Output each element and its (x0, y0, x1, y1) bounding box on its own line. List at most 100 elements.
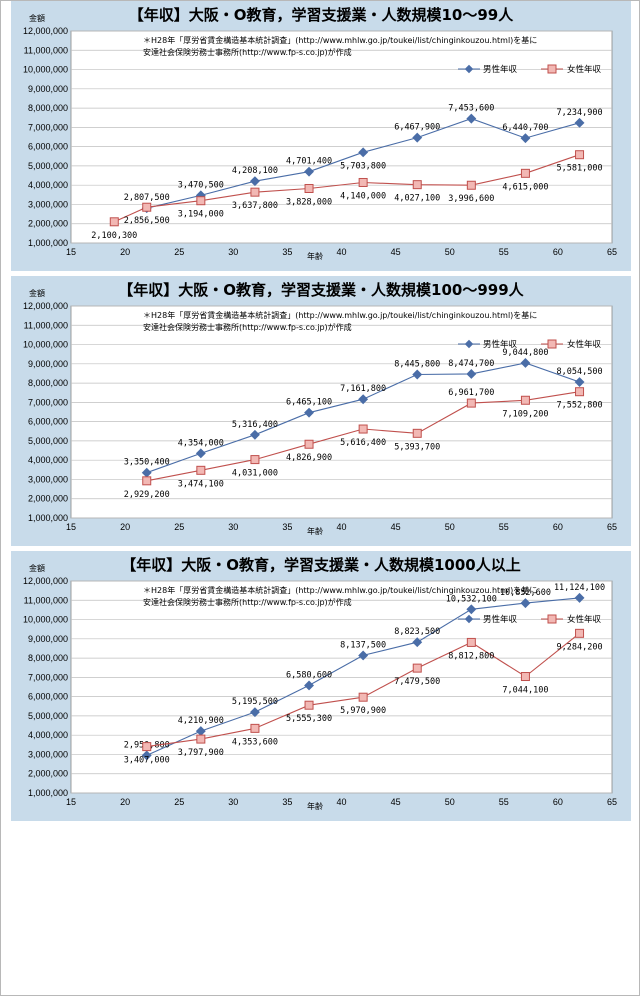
point-male (412, 132, 423, 143)
point-female (358, 692, 368, 702)
data-label-female: 9,284,200 (557, 642, 603, 652)
y-tick-label: 10,000,000 (23, 615, 68, 625)
legend-male-label: 男性年収 (483, 614, 518, 625)
x-tick-label: 35 (282, 247, 292, 257)
y-tick-label: 6,000,000 (28, 417, 68, 427)
y-tick-label: 11,000,000 (24, 45, 68, 55)
point-male (520, 133, 531, 144)
legend-female-label: 女性年収 (567, 614, 602, 625)
data-label-male: 8,474,700 (448, 359, 494, 369)
data-label-male: 4,210,900 (178, 716, 224, 726)
point-female (575, 150, 585, 160)
chart-panel-medium: 1,000,000 2,000,000 3,000,000 4,000,000 5,00… (11, 276, 631, 546)
x-tick-label: 65 (607, 797, 617, 807)
y-tick-label: 2,000,000 (28, 219, 68, 229)
data-label-female: 2,100,300 (91, 231, 137, 241)
y-tick-label: 7,000,000 (28, 672, 68, 682)
point-female (304, 183, 314, 193)
data-label-female: 3,194,000 (178, 210, 224, 220)
data-label-male: 6,467,900 (394, 123, 440, 133)
y-tick-label: 1,000,000 (28, 788, 68, 798)
y-axis-title: 金額 (29, 13, 45, 23)
y-axis-title: 金額 (29, 563, 45, 573)
x-tick-label: 60 (553, 522, 563, 532)
source-note-line1: ＊H28年「厚労省賃金構造基本統計調査」(http://www.mhlw.go.… (143, 310, 537, 320)
data-label-male: 9,044,800 (502, 348, 548, 358)
x-axis-title: 年齢 (307, 801, 323, 811)
point-female (412, 180, 422, 190)
data-label-female: 5,616,400 (340, 438, 386, 448)
point-male (141, 467, 152, 478)
y-tick-label: 4,000,000 (28, 455, 68, 465)
legend-female-marker (547, 339, 557, 349)
data-label-female: 8,812,800 (448, 651, 494, 661)
chart-panel-large: 1,000,000 2,000,000 3,000,000 4,000,000 5,00… (11, 551, 631, 821)
data-label-male: 4,208,100 (232, 166, 278, 176)
data-label-female: 3,637,800 (232, 201, 278, 211)
y-tick-label: 9,000,000 (28, 359, 68, 369)
chart-panel-small: 1,000,000 2,000,000 3,000,000 4,000,000 5,00… (11, 1, 631, 271)
data-label-female: 3,407,000 (124, 756, 170, 766)
point-female (358, 424, 368, 434)
data-label-female: 4,027,100 (394, 194, 440, 204)
data-label-female: 7,044,100 (502, 686, 548, 696)
data-label-male: 3,470,500 (178, 180, 224, 190)
y-tick-label: 9,000,000 (28, 634, 68, 644)
point-male (574, 592, 585, 603)
x-tick-label: 40 (336, 797, 346, 807)
point-male (574, 377, 585, 387)
x-tick-label: 50 (445, 797, 455, 807)
data-label-male: 6,580,600 (286, 670, 332, 680)
legend-male-marker (464, 614, 474, 624)
x-tick-label: 40 (336, 522, 346, 532)
y-tick-label: 6,000,000 (28, 692, 68, 702)
legend-male-label: 男性年収 (483, 64, 518, 75)
point-female (575, 628, 585, 638)
point-female (196, 734, 206, 744)
x-tick-label: 50 (445, 247, 455, 257)
legend-male-label: 男性年収 (483, 339, 518, 350)
source-note-line2: 安達社会保険労務士事務所(http://www.fp-s.co.jp)が作成 (143, 597, 352, 607)
y-tick-label: 4,000,000 (28, 730, 68, 740)
y-tick-label: 6,000,000 (28, 142, 68, 152)
point-female (109, 217, 119, 227)
y-tick-label: 9,000,000 (28, 84, 68, 94)
legend: 男性年収 女性年収 (458, 614, 602, 625)
x-tick-label: 25 (174, 522, 184, 532)
y-tick-label: 2,000,000 (28, 769, 68, 779)
legend: 男性年収 女性年収 (458, 64, 602, 75)
point-female (250, 723, 260, 733)
point-female (412, 428, 422, 438)
x-tick-label: 45 (391, 522, 401, 532)
x-tick-label: 60 (553, 247, 563, 257)
data-label-female: 7,479,500 (394, 677, 440, 687)
data-label-female: 3,474,100 (178, 479, 224, 489)
point-male (358, 147, 369, 158)
data-label-male: 7,161,800 (340, 384, 386, 394)
data-label-male: 11,124,100 (554, 583, 605, 593)
chart-title: 【年収】大阪・O教育，学習支援業・人数規模100～999人 (118, 281, 524, 299)
y-tick-label: 7,000,000 (28, 122, 68, 132)
x-tick-label: 35 (282, 797, 292, 807)
point-female (358, 177, 368, 187)
point-female (142, 742, 152, 752)
point-female (304, 439, 314, 449)
point-female (196, 196, 206, 206)
y-tick-label: 8,000,000 (28, 103, 68, 113)
point-female (466, 398, 476, 408)
point-male (412, 369, 423, 380)
chart-title: 【年収】大阪・O教育，学習支援業・人数規模1000人以上 (121, 556, 521, 574)
legend-female-marker (547, 614, 557, 624)
data-label-male: 3,350,400 (124, 458, 170, 468)
point-female (520, 672, 530, 682)
y-tick-label: 8,000,000 (28, 378, 68, 388)
x-axis-title: 年齢 (307, 251, 323, 261)
legend: 男性年収 女性年収 (458, 339, 602, 350)
data-label-male: 2,807,500 (124, 193, 170, 203)
data-label-male: 10,852,600 (500, 588, 551, 598)
y-tick-label: 2,000,000 (28, 494, 68, 504)
series-line-female (114, 154, 580, 223)
data-label-male: 8,823,500 (394, 627, 440, 637)
chart-svg-large: 1,000,000 2,000,000 3,000,000 4,000,000 5,00… (23, 556, 617, 811)
point-female (142, 476, 152, 486)
